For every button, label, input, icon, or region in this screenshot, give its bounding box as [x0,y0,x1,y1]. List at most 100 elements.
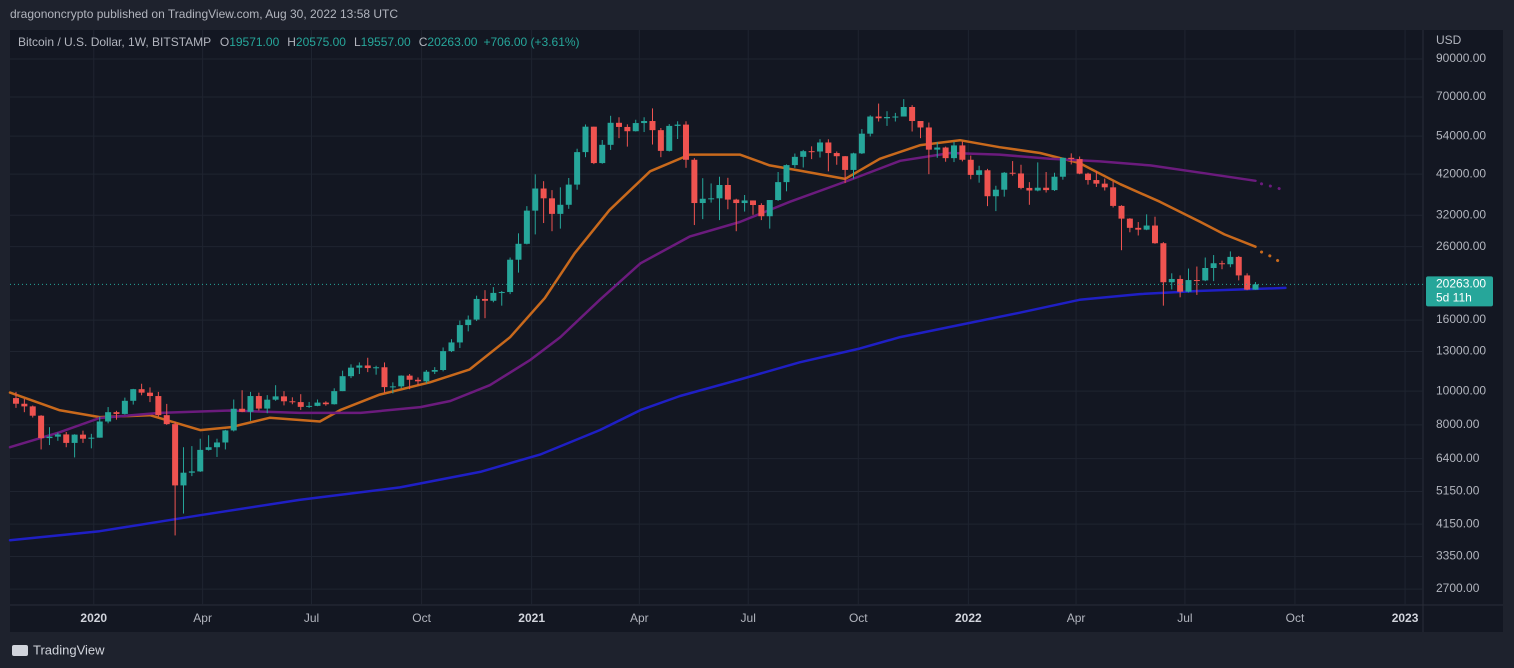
candle-body [1143,225,1150,230]
candle-body [314,402,321,406]
candle-body [96,421,103,438]
candle-body [1034,187,1041,191]
ohlc-key: O [219,35,230,49]
candle-body [984,170,991,197]
candle-body [1185,280,1192,292]
candle-body [490,292,497,301]
candle-body [381,367,388,388]
candle-body [239,408,246,412]
candle-body [1001,172,1008,190]
candle-body [1051,176,1058,191]
candle-body [79,434,86,439]
candle-body [917,121,924,128]
ohlc-key: H [287,35,296,49]
candle-body [1135,227,1142,230]
x-tick-label: Oct [849,611,868,625]
candle-body [163,415,170,425]
candle-body [121,400,128,414]
candle-body [741,200,748,204]
y-tick-label: 4150.00 [1436,516,1480,530]
candle-body [54,434,61,437]
moving-average [1260,182,1284,191]
y-tick-label: 32000.00 [1436,207,1486,221]
x-tick-label: Jul [1177,611,1192,625]
ohlc-value: 20575.00 [295,35,346,49]
countdown: 5d 11h [1436,291,1472,305]
candle-body [1110,187,1117,206]
candle-body [280,396,287,402]
candle-body [858,133,865,154]
y-tick-label: 42000.00 [1436,166,1486,180]
candle-body [1093,180,1100,184]
candle-body [1210,263,1217,268]
ohlc-value: 19571.00 [229,35,280,49]
candle-body [364,365,371,369]
x-tick-label: 2023 [1392,611,1419,625]
candle-body [816,142,823,152]
y-tick-label: 10000.00 [1436,383,1486,397]
chart-bg [10,30,1503,632]
candle-body [532,188,539,211]
candle-body [775,182,782,201]
candle-body [708,198,715,200]
candle-body [222,430,229,443]
candle-body [1218,263,1225,265]
x-tick-label: Jul [741,611,756,625]
candle-body [172,424,179,486]
candle-body [565,184,572,205]
y-tick-label: 70000.00 [1436,89,1486,103]
tv-logo [12,645,28,656]
ohlc-key: C [418,35,428,49]
candle-body [833,153,840,157]
candle-body [749,200,756,206]
y-tick-label: 54000.00 [1436,128,1486,142]
candle-body [46,436,53,439]
candle-body [398,375,405,387]
x-tick-label: Oct [1286,611,1305,625]
candle-body [1227,256,1234,265]
candle-body [724,184,731,200]
candle-body [1151,225,1158,244]
candle-body [1193,280,1200,282]
y-tick-label: 3350.00 [1436,549,1480,563]
moving-average [1260,250,1284,265]
candle-body [791,156,798,166]
candle-body [1202,267,1209,281]
candle-body [255,396,262,409]
x-tick-label: Apr [1067,611,1086,625]
candle-body [498,292,505,294]
candle-body [130,389,137,401]
candle-body [733,199,740,204]
candle-body [1017,173,1024,188]
candle-body [590,126,597,164]
candle-body [624,126,631,132]
candle-body [197,449,204,472]
candle-body [1059,157,1066,177]
x-tick-label: Apr [193,611,212,625]
candle-body [12,398,19,404]
candle-body [540,188,547,199]
candle-body [406,375,413,380]
candle-body [950,145,957,159]
candle-body [1009,172,1016,174]
publisher: dragononcrypto published on TradingView.… [10,7,398,21]
candle-body [632,123,639,132]
candle-body [448,342,455,352]
candle-body [850,153,857,170]
candle-body [180,472,187,486]
candle-body [264,399,271,409]
candle-body [155,396,162,416]
candle-body [523,210,530,244]
candle-body [347,367,354,377]
candle-body [800,151,807,157]
candle-body [1076,159,1083,174]
candle-body [515,243,522,260]
candle-body [699,198,706,204]
candle-body [205,447,212,450]
candle-body [992,189,999,197]
candle-body [63,434,70,443]
candle-body [88,437,95,439]
currency: USD [1436,33,1462,47]
candle-body [423,371,430,382]
